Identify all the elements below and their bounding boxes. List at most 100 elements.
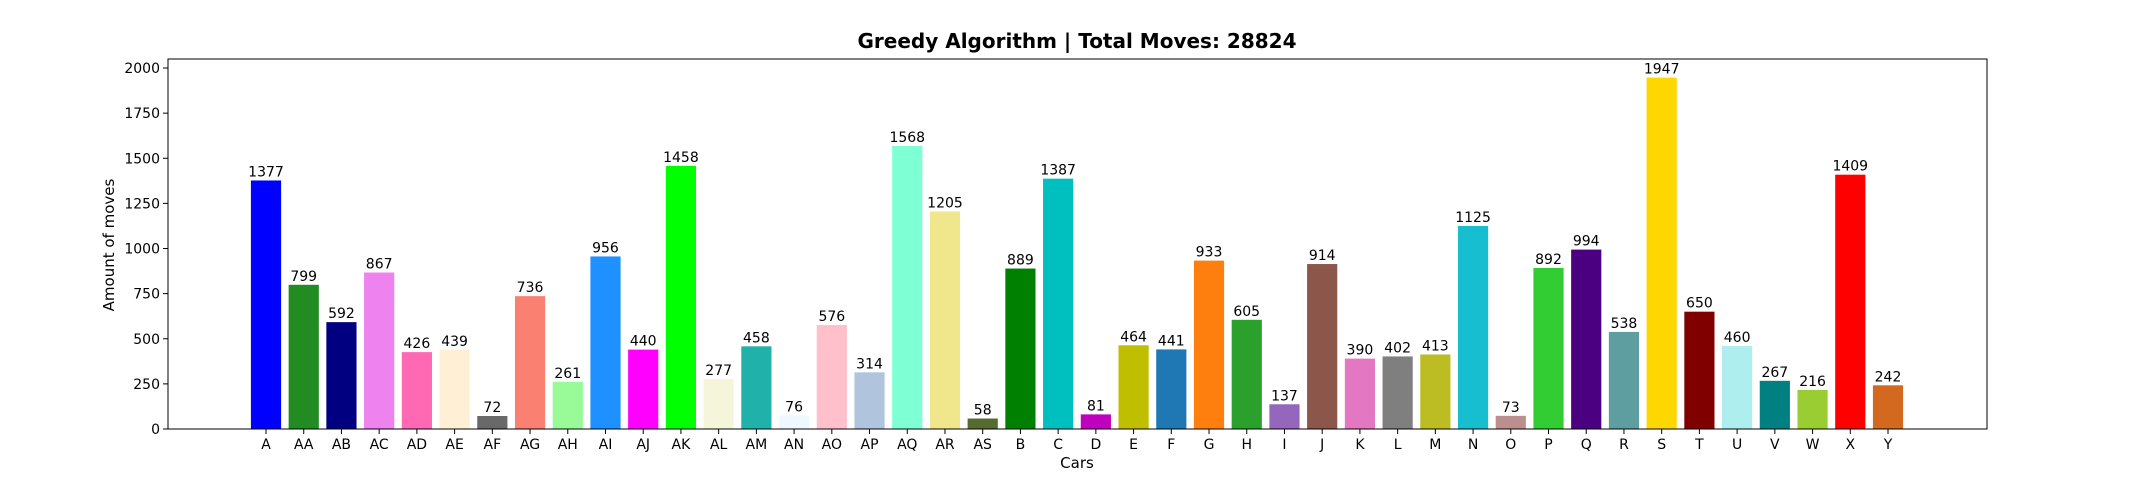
bar-p xyxy=(1533,268,1564,429)
bar-r xyxy=(1608,331,1640,429)
bar-d xyxy=(1080,414,1111,429)
x-tick-label-af: AF xyxy=(484,437,502,453)
bar-ai xyxy=(590,256,621,429)
x-tick-label-t: T xyxy=(1694,437,1704,453)
data-label-c: 1387 xyxy=(1040,163,1076,179)
data-label-ak: 1458 xyxy=(663,150,699,166)
bar-i xyxy=(1269,404,1300,429)
x-tick-label-u: U xyxy=(1732,437,1742,453)
bar-k xyxy=(1344,358,1375,429)
bar-y xyxy=(1872,385,1904,429)
bar-w xyxy=(1797,390,1828,429)
bar-q xyxy=(1571,249,1602,429)
bar-af xyxy=(477,416,508,429)
x-tick-label-m: M xyxy=(1429,437,1441,453)
data-label-d: 81 xyxy=(1087,398,1105,414)
bar-c xyxy=(1043,178,1074,429)
bar-b xyxy=(1005,268,1036,429)
data-label-as: 58 xyxy=(974,403,992,419)
x-tick-label-am: AM xyxy=(746,437,768,453)
bar-o xyxy=(1495,415,1526,429)
data-label-m: 413 xyxy=(1422,338,1449,354)
data-label-u: 460 xyxy=(1724,330,1751,346)
bar-ao xyxy=(816,325,847,429)
x-tick-label-o: O xyxy=(1505,437,1516,453)
bar-h xyxy=(1231,319,1262,429)
x-tick-label-s: S xyxy=(1657,437,1666,453)
x-tick-label-al: AL xyxy=(710,437,728,453)
data-label-w: 216 xyxy=(1799,374,1826,390)
x-tick-label-n: N xyxy=(1468,437,1478,453)
x-tick-label-a: A xyxy=(261,437,271,453)
x-axis-label: Cars xyxy=(1060,454,1094,472)
x-tick-label-ak: AK xyxy=(672,437,692,453)
data-label-ad: 426 xyxy=(404,336,431,352)
x-tick-label-p: P xyxy=(1544,437,1552,453)
x-axis: A AA AB AC AD AE AF AG AH AI AJ AK AL AM AN AO AP AQ AR AS B… xyxy=(261,429,1893,453)
bar-ac xyxy=(364,272,395,429)
x-tick-label-w: W xyxy=(1806,437,1820,453)
data-label-ar: 1205 xyxy=(927,196,963,212)
x-tick-label-e: E xyxy=(1129,437,1138,453)
data-label-o: 73 xyxy=(1502,400,1520,416)
bar-ag xyxy=(514,296,546,429)
bar-am xyxy=(741,346,772,429)
bar-e xyxy=(1118,345,1149,429)
x-tick-label-aq: AQ xyxy=(897,437,917,453)
plot-frame xyxy=(167,58,1988,430)
data-label-ai: 956 xyxy=(592,240,619,256)
data-label-e: 464 xyxy=(1120,329,1147,345)
bar-aq xyxy=(892,146,923,429)
x-tick-label-k: K xyxy=(1355,437,1365,453)
bar-x xyxy=(1835,174,1866,429)
data-label-k: 390 xyxy=(1347,343,1374,359)
x-tick-label-ab: AB xyxy=(332,437,351,453)
data-label-a: 1377 xyxy=(248,164,284,180)
y-tick-label-1500: 1500 xyxy=(124,151,160,167)
y-tick-label-1750: 1750 xyxy=(124,106,160,122)
y-tick-label-250: 250 xyxy=(133,377,160,393)
y-tick-label-2000: 2000 xyxy=(124,61,160,77)
data-label-g: 933 xyxy=(1196,245,1223,261)
x-tick-label-y: Y xyxy=(1883,437,1893,453)
bar-f xyxy=(1156,349,1187,429)
data-label-am: 458 xyxy=(743,330,770,346)
bar-ah xyxy=(552,381,583,429)
data-label-v: 267 xyxy=(1761,365,1788,381)
data-label-h: 605 xyxy=(1233,304,1260,320)
data-label-ae: 439 xyxy=(441,334,468,350)
bar-n xyxy=(1457,225,1489,429)
data-label-j: 914 xyxy=(1309,248,1336,264)
x-tick-label-aj: AJ xyxy=(636,437,650,453)
x-tick-label-as: AS xyxy=(973,437,992,453)
bar-a xyxy=(250,180,282,429)
x-tick-label-ae: AE xyxy=(445,437,463,453)
bar-an xyxy=(779,415,810,429)
x-tick-label-j: J xyxy=(1319,437,1324,453)
x-tick-label-c: C xyxy=(1053,437,1063,453)
bar-ad xyxy=(401,352,432,429)
x-tick-label-f: F xyxy=(1167,437,1175,453)
data-label-ap: 314 xyxy=(856,356,883,372)
bar-al xyxy=(703,379,734,429)
bar-as xyxy=(967,418,998,429)
data-label-ao: 576 xyxy=(818,309,845,325)
data-label-af: 72 xyxy=(483,400,501,416)
bars-layer: 1377 799 592 867 426 439 72 736 261 956 440 1458 277… xyxy=(248,62,1904,429)
x-tick-label-ar: AR xyxy=(935,437,955,453)
bar-g xyxy=(1193,260,1225,429)
y-tick-label-500: 500 xyxy=(133,332,160,348)
x-tick-label-ao: AO xyxy=(822,437,842,453)
data-label-x: 1409 xyxy=(1832,159,1868,175)
bar-ap xyxy=(854,372,885,429)
bar-ae xyxy=(439,349,470,429)
data-label-n: 1125 xyxy=(1455,210,1491,226)
y-tick-label-0: 0 xyxy=(151,422,160,438)
data-label-aa: 799 xyxy=(290,269,317,285)
chart-title: Greedy Algorithm | Total Moves: 28824 xyxy=(858,29,1297,53)
data-label-i: 137 xyxy=(1271,388,1298,404)
x-tick-label-ah: AH xyxy=(558,437,578,453)
x-tick-label-h: H xyxy=(1241,437,1252,453)
bar-ar xyxy=(929,211,961,429)
x-tick-label-ad: AD xyxy=(407,437,427,453)
